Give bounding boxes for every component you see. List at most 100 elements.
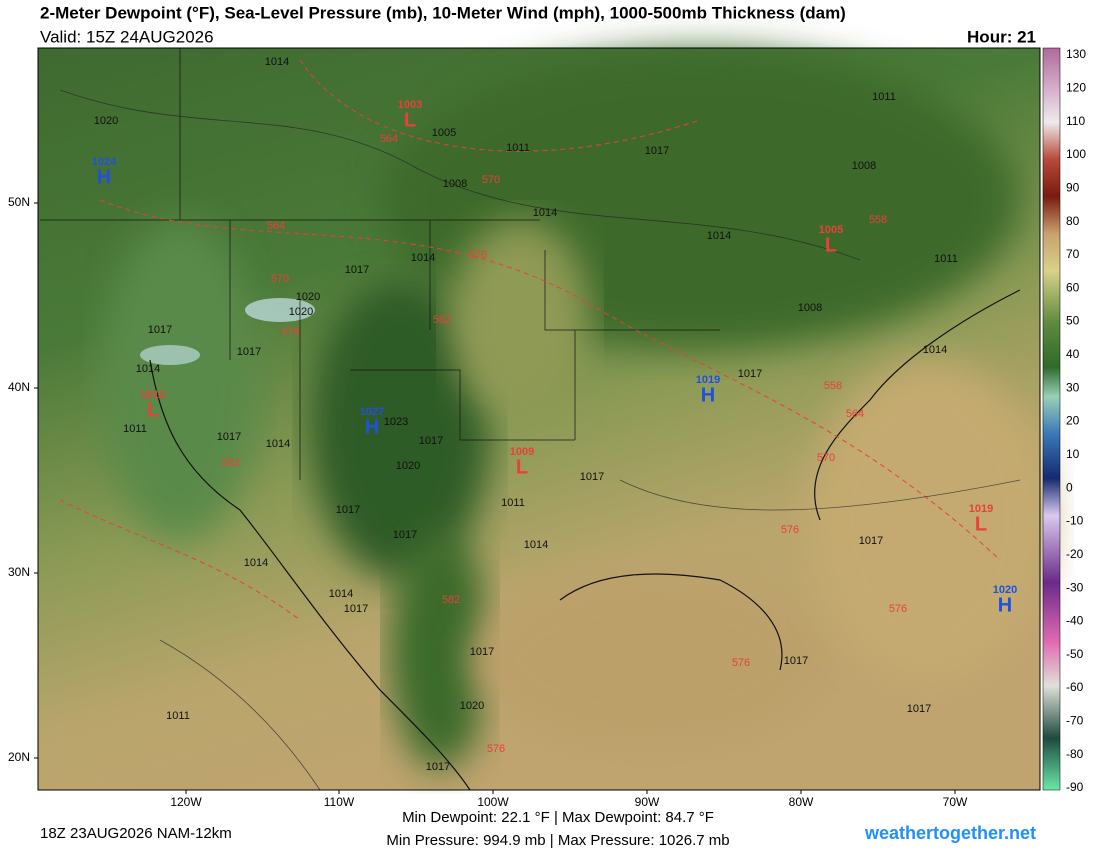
lon-label: 80W [789, 795, 814, 809]
isobar-label: 1011 [501, 497, 525, 509]
isobar-label: 1011 [166, 710, 190, 722]
colorbar-label: 100 [1066, 147, 1086, 161]
pressure-center-value: 1027 [360, 406, 384, 418]
colorbar-label: 20 [1066, 414, 1080, 428]
isobar-label: 1020 [460, 700, 484, 712]
thickness-label: 564 [846, 408, 864, 420]
isobar-label: 1008 [798, 302, 822, 314]
lon-label: 100W [477, 795, 509, 809]
isobar-label: 1023 [384, 416, 408, 428]
lat-label: 30N [8, 565, 30, 579]
pressure-center-letter: H [97, 166, 111, 188]
pressure-center-letter: H [701, 384, 715, 406]
pressure-center-letter: H [365, 416, 379, 438]
colorbar-label: 60 [1066, 280, 1080, 294]
isobar-label: 1017 [580, 471, 604, 483]
isobar-label: 1014 [524, 539, 548, 551]
colorbar-label: 10 [1066, 447, 1080, 461]
isobar-label: 1017 [148, 324, 172, 336]
colorbar-label: 90 [1066, 180, 1080, 194]
isobar-label: 1014 [265, 56, 289, 68]
colorbar-label: 80 [1066, 214, 1080, 228]
isobar-label: 1011 [123, 423, 147, 435]
isobar-label: 1017 [344, 603, 368, 615]
colorbar-label: -60 [1066, 680, 1084, 694]
pressure-center-value: 1005 [819, 224, 843, 236]
isobar-label: 1017 [738, 368, 762, 380]
colorbar-label: -40 [1066, 614, 1084, 628]
pressure-center-letter: L [147, 399, 159, 421]
thickness-label: 570 [817, 452, 835, 464]
colorbar-label: 0 [1066, 480, 1073, 494]
thickness-label: 558 [869, 214, 887, 226]
pressure-center-value: 1003 [398, 99, 422, 111]
isobar-label: 1020 [289, 306, 313, 318]
thickness-label: 582 [433, 314, 451, 326]
lon-label: 120W [170, 795, 202, 809]
isobar-label: 1020 [396, 460, 420, 472]
colorbar-label: 50 [1066, 314, 1080, 328]
lat-label: 50N [8, 195, 30, 209]
isobar-label: 1017 [907, 703, 931, 715]
isobar-label: 1014 [244, 557, 268, 569]
isobar-label: 1011 [934, 253, 958, 265]
colorbar-label: 30 [1066, 380, 1080, 394]
colorbar-label: -10 [1066, 514, 1084, 528]
isobar-label: 1020 [94, 115, 118, 127]
isobar-label: 1017 [345, 264, 369, 276]
thickness-label: 558 [824, 380, 842, 392]
isobar-label: 1020 [296, 291, 320, 303]
thickness-label: 564 [380, 133, 398, 145]
pressure-center-letter: L [404, 109, 416, 131]
dewpoint-range: Min Dewpoint: 22.1 °F | Max Dewpoint: 84… [402, 809, 714, 826]
thickness-label: 570 [271, 273, 289, 285]
isobar-label: 1017 [470, 646, 494, 658]
thickness-label: 564 [267, 220, 285, 232]
pressure-center-letter: L [975, 513, 987, 535]
isobar-label: 1014 [923, 344, 947, 356]
pressure-range: Min Pressure: 994.9 mb | Max Pressure: 1… [386, 832, 729, 849]
colorbar-label: 130 [1066, 47, 1086, 61]
lon-label: 90W [635, 795, 660, 809]
colorbar-label: 70 [1066, 247, 1080, 261]
colorbar-label: 40 [1066, 347, 1080, 361]
isobar-label: 1011 [872, 91, 896, 103]
isobar-label: 1011 [506, 142, 530, 154]
thickness-label: 576 [732, 657, 750, 669]
isobar-label: 1008 [852, 160, 876, 172]
lon-label: 110W [324, 795, 355, 809]
lon-label: 70W [943, 795, 968, 809]
pressure-center-value: 1024 [92, 156, 117, 168]
map-frame [37, 47, 1041, 791]
pressure-center-value: 1019 [969, 503, 993, 515]
isobar-label: 1017 [217, 431, 241, 443]
isobar-label: 1014 [329, 588, 353, 600]
colorbar [1042, 47, 1061, 791]
isobar-label: 1014 [707, 230, 731, 242]
thickness-label: 582 [442, 594, 460, 606]
pressure-center-value: 1012 [141, 389, 165, 401]
colorbar-label: -20 [1066, 547, 1084, 561]
thickness-label: 576 [469, 249, 487, 261]
colorbar-label: -70 [1066, 714, 1084, 728]
isobar-label: 1017 [393, 529, 417, 541]
lat-label: 20N [8, 750, 30, 764]
pressure-center-value: 1020 [993, 584, 1017, 596]
isobar-label: 1017 [645, 145, 669, 157]
model-run: 18Z 23AUG2026 NAM-12km [40, 825, 232, 842]
isobar-label: 1017 [784, 655, 808, 667]
isobar-label: 1017 [336, 504, 360, 516]
forecast-hour: Hour: 21 [967, 27, 1036, 46]
title: 2-Meter Dewpoint (°F), Sea-Level Pressur… [40, 3, 846, 22]
pressure-center-value: 1009 [510, 446, 534, 458]
isobar-label: 1014 [411, 252, 435, 264]
thickness-label: 570 [482, 174, 500, 186]
thickness-label: 576 [889, 603, 907, 615]
colorbar-label: -80 [1066, 747, 1084, 761]
thickness-label: 576 [487, 743, 505, 755]
pressure-center-letter: L [825, 234, 837, 256]
pressure-center-value: 1019 [696, 374, 720, 386]
map-background [38, 48, 1050, 791]
site-link[interactable]: weathertogether.net [864, 823, 1036, 843]
